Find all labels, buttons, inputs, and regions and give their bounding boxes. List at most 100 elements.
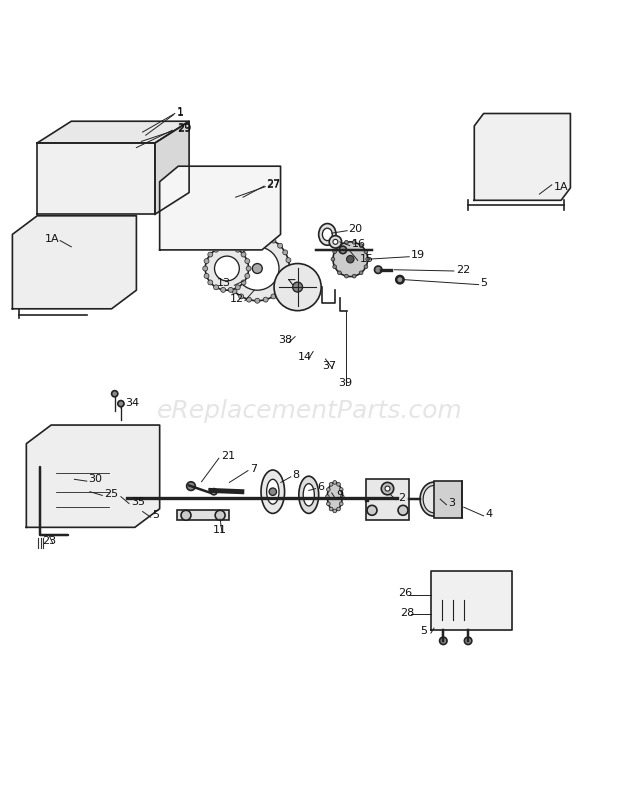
Circle shape xyxy=(274,264,321,311)
Circle shape xyxy=(88,261,98,270)
Circle shape xyxy=(367,506,377,515)
Circle shape xyxy=(246,266,251,271)
Circle shape xyxy=(221,245,226,250)
Circle shape xyxy=(235,247,241,252)
Circle shape xyxy=(331,257,335,261)
Circle shape xyxy=(213,247,218,252)
Text: 12: 12 xyxy=(229,294,244,304)
Circle shape xyxy=(239,238,244,243)
Ellipse shape xyxy=(32,455,43,473)
Circle shape xyxy=(204,258,209,264)
Circle shape xyxy=(106,167,111,172)
Text: 39: 39 xyxy=(338,378,352,389)
Text: 11: 11 xyxy=(213,525,227,535)
Circle shape xyxy=(82,189,86,193)
Ellipse shape xyxy=(261,470,285,513)
Circle shape xyxy=(97,471,120,494)
Circle shape xyxy=(247,235,252,240)
Circle shape xyxy=(255,298,260,303)
Ellipse shape xyxy=(423,485,445,513)
Circle shape xyxy=(525,149,542,167)
Polygon shape xyxy=(37,121,189,143)
Text: 19: 19 xyxy=(411,250,425,260)
Circle shape xyxy=(496,148,508,160)
Text: 35: 35 xyxy=(131,497,145,506)
Circle shape xyxy=(225,236,290,301)
Circle shape xyxy=(227,250,232,255)
Circle shape xyxy=(224,275,229,279)
Circle shape xyxy=(326,495,329,498)
Circle shape xyxy=(57,167,67,177)
Circle shape xyxy=(247,298,252,302)
Circle shape xyxy=(232,243,237,248)
Circle shape xyxy=(211,488,217,495)
Text: 1A: 1A xyxy=(554,181,569,192)
Circle shape xyxy=(327,487,330,491)
Circle shape xyxy=(359,244,363,247)
Text: 38: 38 xyxy=(278,335,292,345)
Polygon shape xyxy=(474,114,570,200)
Circle shape xyxy=(345,274,348,278)
Circle shape xyxy=(203,266,208,271)
Text: 3: 3 xyxy=(448,498,455,508)
Circle shape xyxy=(497,604,507,615)
Circle shape xyxy=(541,143,551,152)
Circle shape xyxy=(58,252,85,279)
Circle shape xyxy=(278,289,283,294)
Circle shape xyxy=(269,488,277,495)
Polygon shape xyxy=(27,425,160,528)
Circle shape xyxy=(241,252,246,257)
Circle shape xyxy=(263,298,268,302)
Circle shape xyxy=(337,507,340,511)
Ellipse shape xyxy=(322,228,332,240)
Circle shape xyxy=(333,250,337,254)
Circle shape xyxy=(221,287,226,292)
Circle shape xyxy=(79,252,107,279)
Text: 7: 7 xyxy=(250,464,257,474)
Ellipse shape xyxy=(34,458,40,469)
Circle shape xyxy=(333,239,338,244)
Ellipse shape xyxy=(267,480,279,504)
Circle shape xyxy=(118,400,124,407)
Text: 26: 26 xyxy=(398,589,412,598)
Ellipse shape xyxy=(187,197,222,222)
Circle shape xyxy=(464,637,472,644)
Circle shape xyxy=(228,287,233,292)
Circle shape xyxy=(227,282,232,287)
Polygon shape xyxy=(12,216,136,309)
Text: 4: 4 xyxy=(485,509,492,519)
Circle shape xyxy=(327,502,330,506)
Circle shape xyxy=(78,467,96,485)
Circle shape xyxy=(340,495,344,498)
Circle shape xyxy=(112,391,118,397)
Circle shape xyxy=(338,244,342,247)
Circle shape xyxy=(118,188,123,193)
Polygon shape xyxy=(155,121,189,214)
Circle shape xyxy=(286,257,291,263)
Circle shape xyxy=(337,483,340,486)
Circle shape xyxy=(239,294,244,299)
Circle shape xyxy=(364,265,368,268)
Circle shape xyxy=(396,276,404,283)
Ellipse shape xyxy=(299,476,319,513)
Text: 8: 8 xyxy=(293,470,299,480)
Circle shape xyxy=(263,235,268,240)
Circle shape xyxy=(224,257,229,263)
Circle shape xyxy=(333,265,337,268)
Bar xyxy=(166,236,242,246)
Circle shape xyxy=(352,274,356,278)
Circle shape xyxy=(364,250,368,254)
Polygon shape xyxy=(177,510,229,520)
Circle shape xyxy=(124,157,136,170)
Text: 15: 15 xyxy=(360,254,374,264)
Text: 29: 29 xyxy=(177,124,192,134)
Ellipse shape xyxy=(420,482,448,517)
Circle shape xyxy=(215,256,239,281)
Circle shape xyxy=(333,242,368,276)
Text: 20: 20 xyxy=(348,224,363,234)
Circle shape xyxy=(68,458,105,495)
Text: 37: 37 xyxy=(322,361,337,371)
Text: 23: 23 xyxy=(42,536,56,546)
Circle shape xyxy=(338,271,342,275)
Circle shape xyxy=(83,491,103,511)
